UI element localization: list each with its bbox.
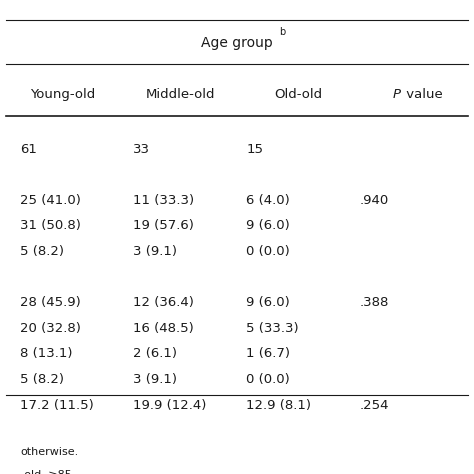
Text: 5 (33.3): 5 (33.3): [246, 322, 299, 335]
Text: .388: .388: [359, 296, 389, 309]
Text: 11 (33.3): 11 (33.3): [133, 194, 194, 207]
Text: 2 (6.1): 2 (6.1): [133, 347, 177, 360]
Text: value: value: [402, 88, 443, 101]
Text: 0 (0.0): 0 (0.0): [246, 373, 290, 386]
Text: 31 (50.8): 31 (50.8): [20, 219, 81, 232]
Text: 8 (13.1): 8 (13.1): [20, 347, 73, 360]
Text: Middle-old: Middle-old: [146, 88, 215, 101]
Text: 6 (4.0): 6 (4.0): [246, 194, 290, 207]
Text: 3 (9.1): 3 (9.1): [133, 373, 177, 386]
Text: -old, ≥85.: -old, ≥85.: [20, 470, 76, 474]
Text: 15: 15: [246, 143, 264, 155]
Text: Age group: Age group: [201, 36, 273, 50]
Text: 20 (32.8): 20 (32.8): [20, 322, 81, 335]
Text: .940: .940: [359, 194, 389, 207]
Text: 3 (9.1): 3 (9.1): [133, 245, 177, 258]
Text: 19.9 (12.4): 19.9 (12.4): [133, 399, 207, 411]
Text: 12.9 (8.1): 12.9 (8.1): [246, 399, 311, 411]
Text: .254: .254: [359, 399, 389, 411]
Text: 28 (45.9): 28 (45.9): [20, 296, 81, 309]
Text: 5 (8.2): 5 (8.2): [20, 373, 64, 386]
Text: 5 (8.2): 5 (8.2): [20, 245, 64, 258]
Text: 1 (6.7): 1 (6.7): [246, 347, 291, 360]
Text: Young-old: Young-old: [30, 88, 95, 101]
Text: 0 (0.0): 0 (0.0): [246, 245, 290, 258]
Text: b: b: [279, 27, 285, 37]
Text: Old-old: Old-old: [274, 88, 322, 101]
Text: 19 (57.6): 19 (57.6): [133, 219, 194, 232]
Text: 17.2 (11.5): 17.2 (11.5): [20, 399, 94, 411]
Text: otherwise.: otherwise.: [20, 447, 79, 457]
Text: 9 (6.0): 9 (6.0): [246, 296, 290, 309]
Text: P: P: [392, 88, 401, 101]
Text: 16 (48.5): 16 (48.5): [133, 322, 194, 335]
Text: 12 (36.4): 12 (36.4): [133, 296, 194, 309]
Text: 33: 33: [133, 143, 150, 155]
Text: 25 (41.0): 25 (41.0): [20, 194, 81, 207]
Text: 9 (6.0): 9 (6.0): [246, 219, 290, 232]
Text: 61: 61: [20, 143, 37, 155]
